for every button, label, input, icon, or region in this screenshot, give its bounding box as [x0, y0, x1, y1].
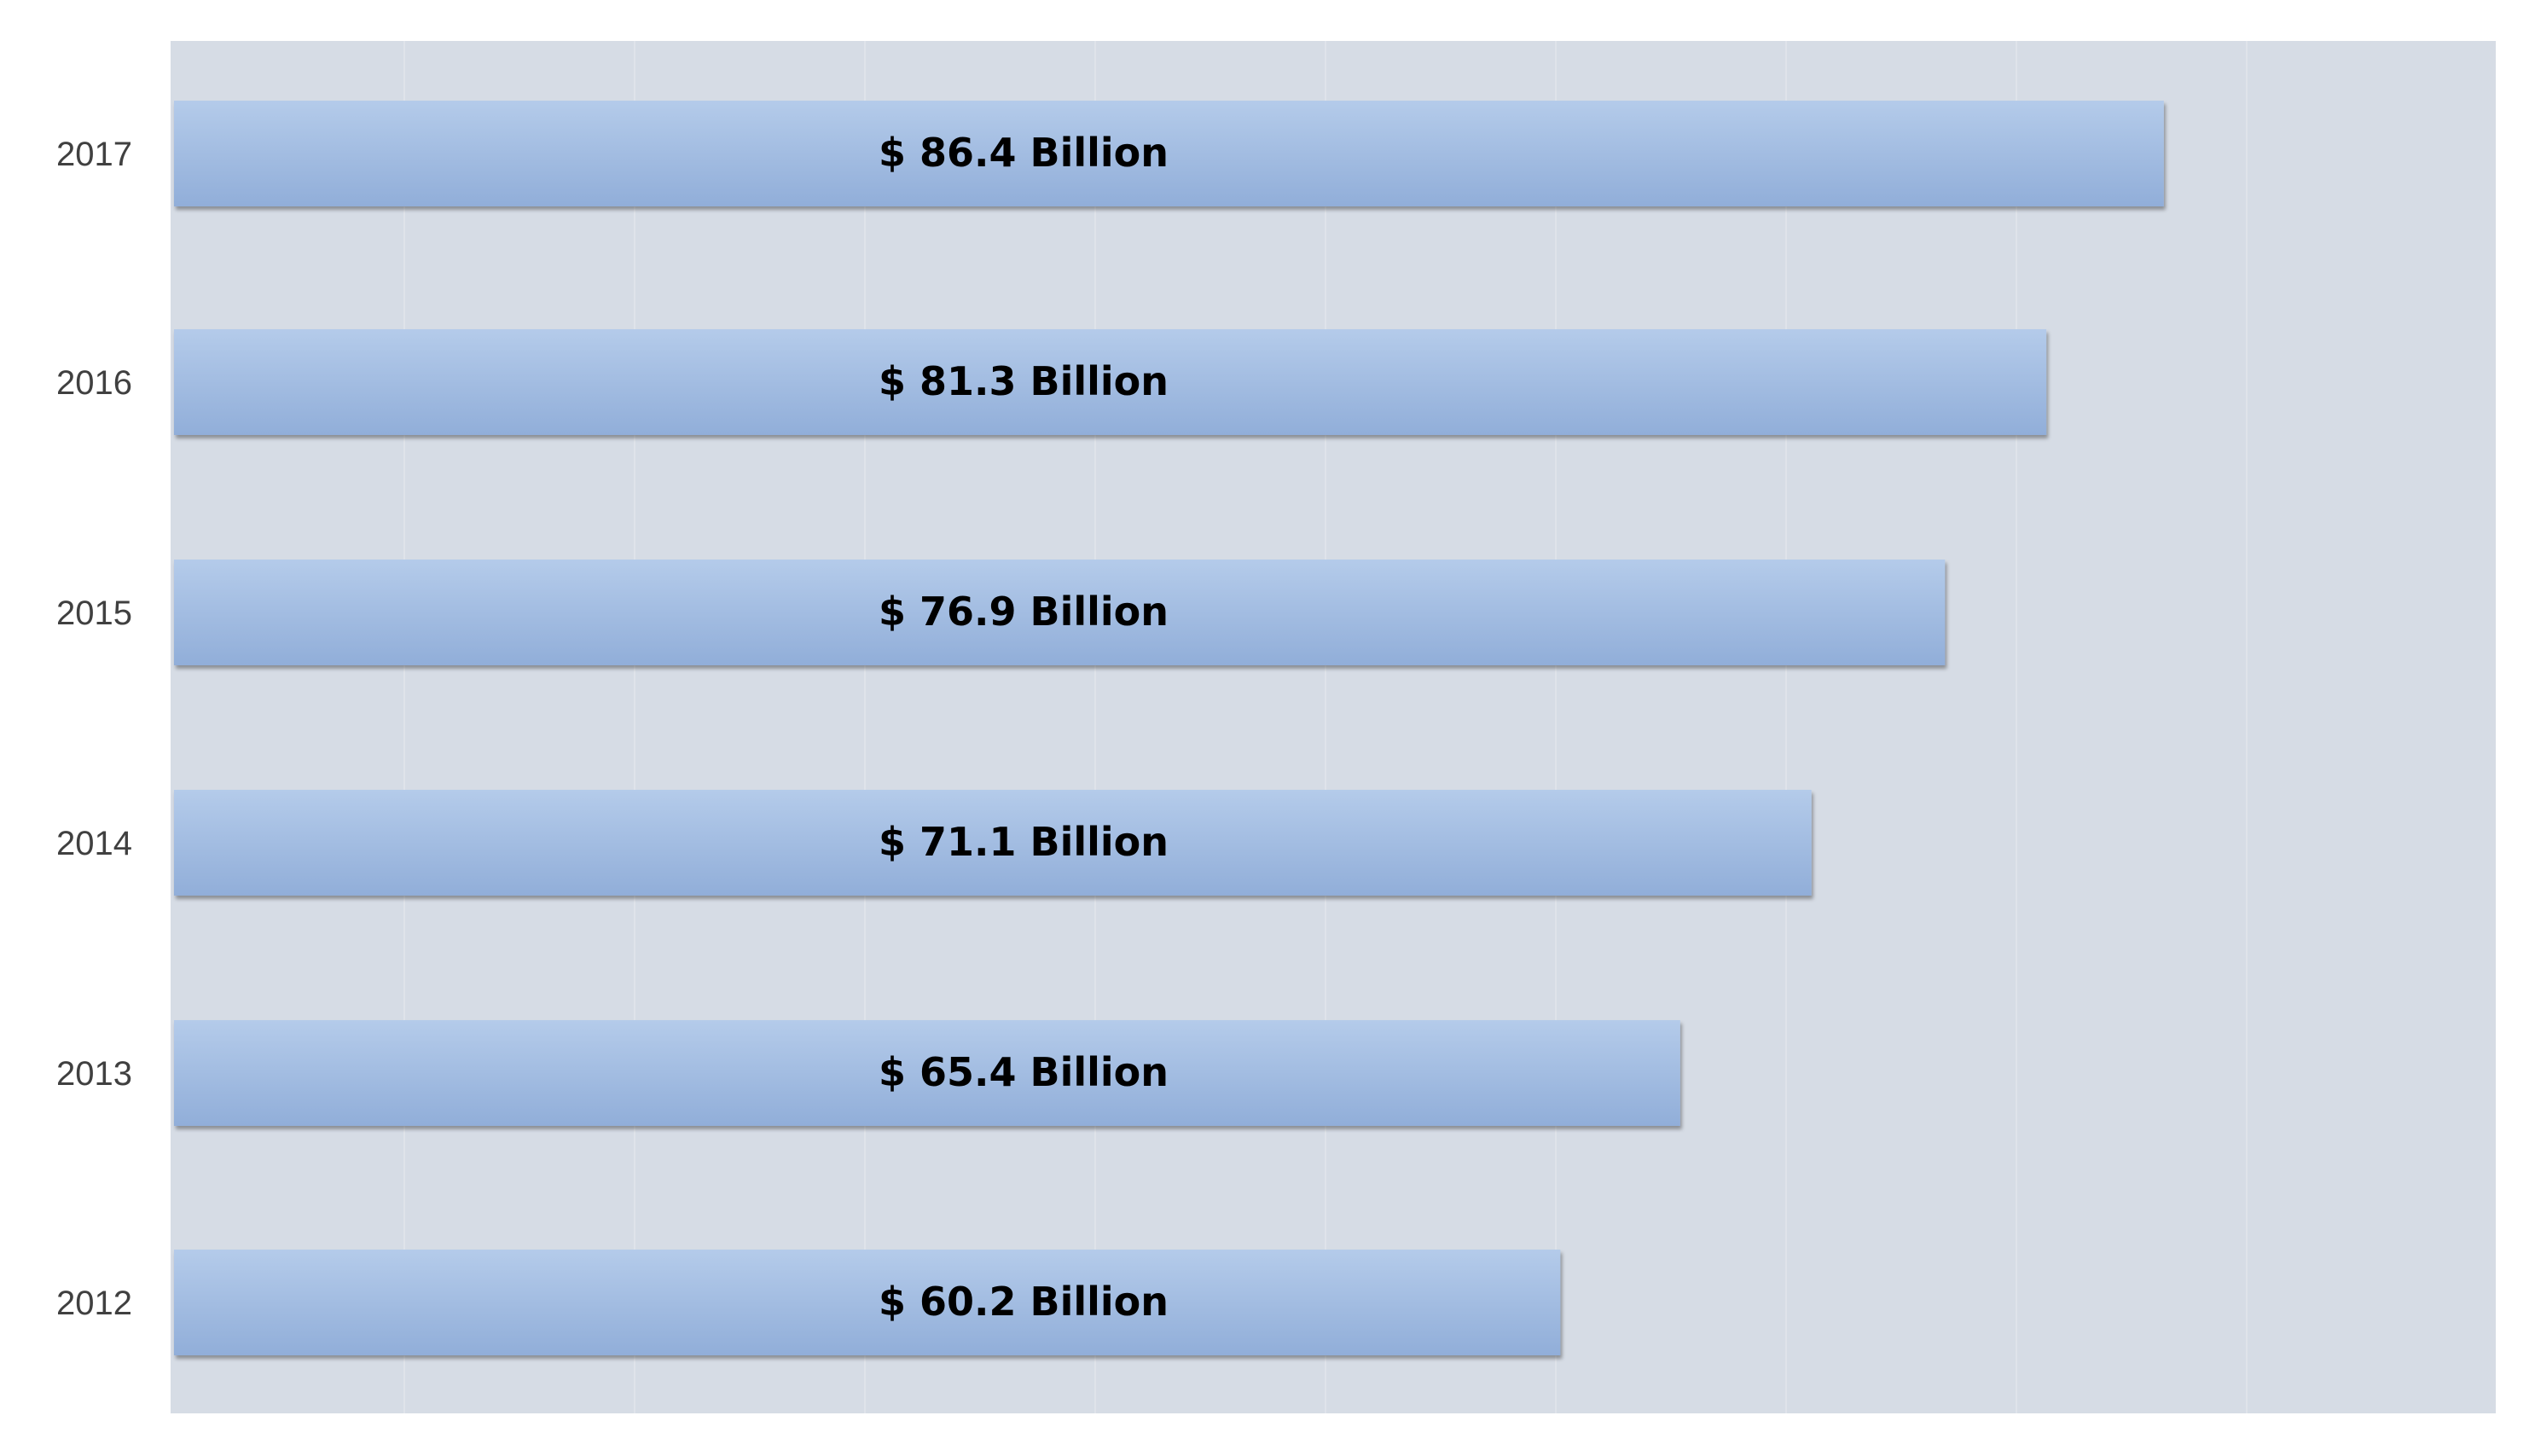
data-label-2014: $ 71.1 Billion	[879, 819, 1169, 865]
bar-2013	[174, 1020, 1680, 1126]
category-label-2012: 2012	[56, 1285, 132, 1322]
category-label-2015: 2015	[56, 595, 132, 632]
data-label-2017: $ 86.4 Billion	[879, 130, 1169, 176]
category-axis-labels: 2012 2013 2014 2015 2016 2017	[56, 136, 132, 1322]
data-label-2016: $ 81.3 Billion	[879, 358, 1169, 404]
bar-2012	[174, 1250, 1561, 1355]
bar-2014	[174, 790, 1812, 896]
bar-2017	[174, 101, 2164, 206]
bar-2015	[174, 560, 1946, 665]
bar-2016	[174, 329, 2047, 435]
bars	[174, 101, 2164, 1355]
data-label-2012: $ 60.2 Billion	[879, 1279, 1169, 1325]
plot-area	[171, 41, 2496, 1413]
category-label-2016: 2016	[56, 364, 132, 402]
data-labels: $ 60.2 Billion $ 65.4 Billion $ 71.1 Billi…	[879, 130, 1169, 1325]
category-label-2013: 2013	[56, 1055, 132, 1093]
data-label-2013: $ 65.4 Billion	[879, 1049, 1169, 1095]
data-label-2015: $ 76.9 Billion	[879, 589, 1169, 635]
category-label-2017: 2017	[56, 136, 132, 173]
gridlines	[403, 41, 2248, 1413]
category-label-2014: 2014	[56, 825, 132, 862]
